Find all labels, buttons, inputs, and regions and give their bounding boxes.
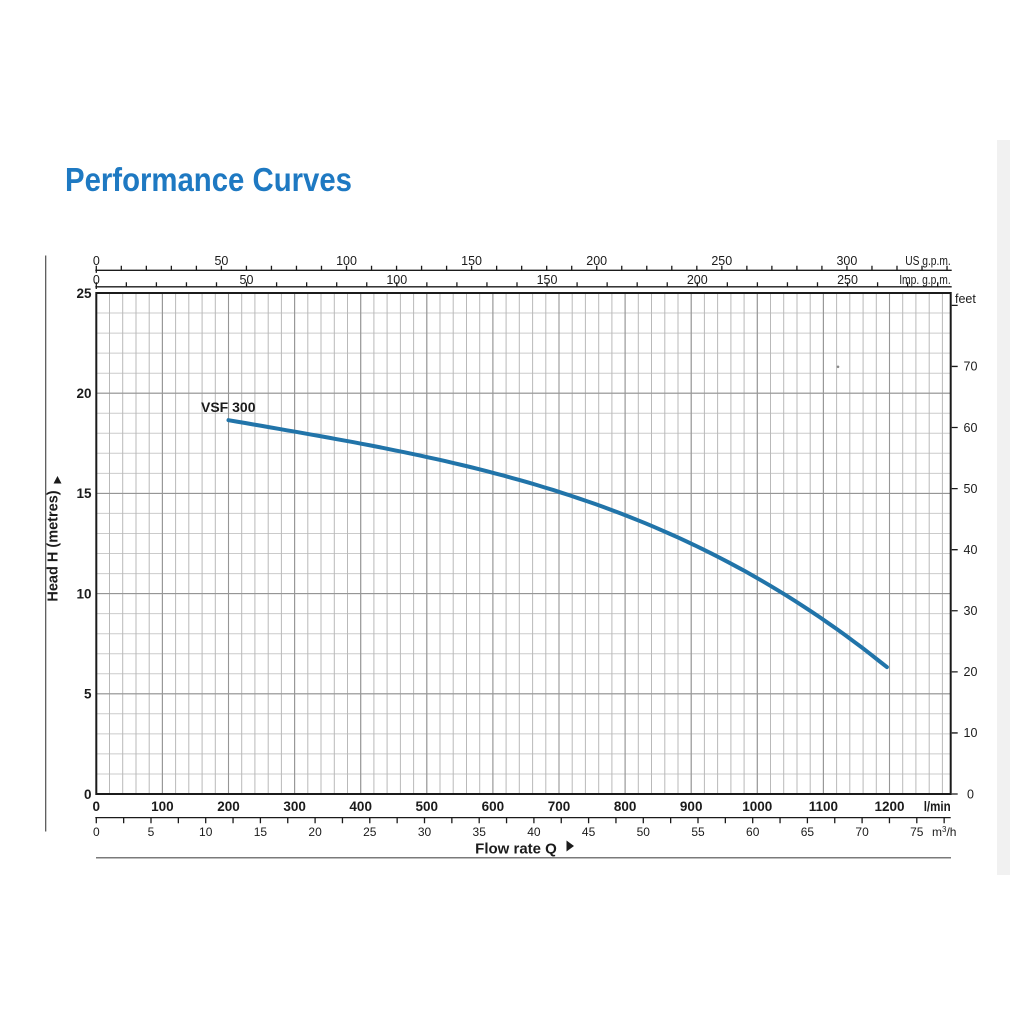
svg-text:75: 75 (910, 825, 924, 839)
svg-text:5: 5 (148, 825, 155, 839)
svg-text:800: 800 (614, 799, 637, 814)
svg-text:feet: feet (955, 292, 976, 306)
svg-text:0: 0 (93, 825, 100, 839)
svg-text:70: 70 (964, 360, 978, 374)
svg-text:60: 60 (964, 421, 978, 435)
svg-text:10: 10 (964, 726, 978, 740)
svg-text:100: 100 (386, 273, 407, 287)
svg-text:15: 15 (254, 825, 268, 839)
svg-text:100: 100 (336, 254, 357, 268)
svg-text:35: 35 (473, 825, 487, 839)
svg-text:1000: 1000 (742, 799, 772, 814)
svg-text:0: 0 (93, 799, 101, 814)
svg-text:400: 400 (349, 799, 372, 814)
svg-text:600: 600 (482, 799, 505, 814)
svg-text:15: 15 (76, 486, 92, 501)
svg-text:45: 45 (582, 825, 596, 839)
svg-text:60: 60 (746, 825, 760, 839)
svg-text:Flow rate Q: Flow rate Q (475, 841, 557, 858)
svg-text:300: 300 (836, 254, 857, 268)
svg-text:Head H (metres): Head H (metres) (46, 490, 62, 601)
svg-text:5: 5 (84, 687, 92, 702)
svg-text:20: 20 (76, 386, 91, 401)
svg-text:l/min: l/min (924, 799, 951, 814)
svg-text:900: 900 (680, 799, 703, 814)
svg-text:Imp. g.p.m.: Imp. g.p.m. (899, 273, 951, 287)
svg-text:25: 25 (76, 286, 92, 301)
svg-text:200: 200 (687, 273, 708, 287)
svg-text:VSF 300: VSF 300 (201, 399, 256, 415)
svg-text:150: 150 (537, 273, 558, 287)
svg-text:500: 500 (416, 799, 439, 814)
svg-text:150: 150 (461, 254, 482, 268)
svg-text:40: 40 (527, 825, 541, 839)
svg-text:1200: 1200 (874, 799, 904, 814)
svg-text:40: 40 (964, 543, 978, 557)
svg-text:300: 300 (283, 799, 306, 814)
svg-text:20: 20 (964, 665, 978, 679)
svg-text:30: 30 (964, 604, 978, 618)
svg-text:0: 0 (967, 787, 974, 801)
svg-text:0: 0 (84, 787, 92, 802)
svg-text:50: 50 (637, 825, 651, 839)
svg-text:100: 100 (151, 799, 174, 814)
svg-text:20: 20 (308, 825, 322, 839)
svg-text:50: 50 (964, 482, 978, 496)
svg-text:700: 700 (548, 799, 571, 814)
svg-text:0: 0 (93, 273, 100, 287)
svg-text:30: 30 (418, 825, 432, 839)
svg-text:Performance Curves: Performance Curves (65, 161, 352, 198)
svg-text:200: 200 (217, 799, 240, 814)
svg-text:0: 0 (93, 254, 100, 268)
svg-text:65: 65 (801, 825, 815, 839)
svg-text:US g.p.m.: US g.p.m. (905, 254, 951, 268)
svg-text:250: 250 (711, 254, 732, 268)
svg-text:m3/h: m3/h (932, 825, 956, 839)
svg-text:250: 250 (837, 273, 858, 287)
svg-text:10: 10 (199, 825, 213, 839)
svg-text:55: 55 (691, 825, 705, 839)
svg-text:50: 50 (214, 254, 228, 268)
svg-text:200: 200 (586, 254, 607, 268)
svg-text:70: 70 (855, 825, 869, 839)
svg-text:10: 10 (76, 586, 91, 601)
svg-text:25: 25 (363, 825, 377, 839)
svg-text:1100: 1100 (809, 799, 838, 814)
svg-text:50: 50 (240, 273, 254, 287)
